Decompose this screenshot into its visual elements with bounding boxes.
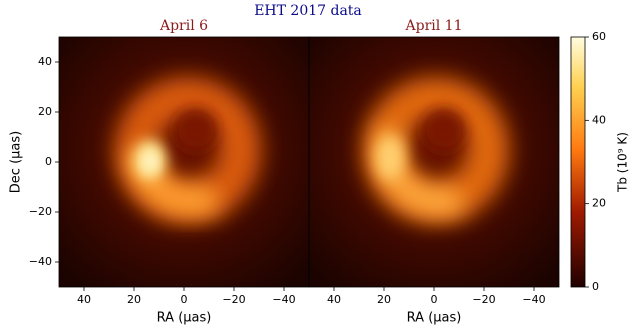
x-tick-label: −40 <box>272 293 295 306</box>
x-tick-label: −20 <box>472 293 495 306</box>
x-axis-label: RA (μas) <box>157 311 212 326</box>
colorbar-tick-label: 60 <box>592 30 606 43</box>
figure-title: EHT 2017 data <box>254 3 362 19</box>
colorbar <box>571 37 585 287</box>
figure: EHT 2017 data April 6 40 20 0 −20 −40 −40 −20 0 2… <box>0 0 632 333</box>
colorbar-tick-label: 40 <box>592 113 606 126</box>
x-tick-label: 40 <box>327 293 341 306</box>
y-tick-label: −20 <box>29 205 52 218</box>
image-left <box>59 37 309 287</box>
colorbar-tick-label: 0 <box>592 280 599 293</box>
panel-title: April 11 <box>405 18 463 34</box>
colorbar-label: Tb (10⁹ K) <box>616 132 630 193</box>
y-tick-label: 0 <box>45 155 52 168</box>
x-tick-label: −20 <box>222 293 245 306</box>
x-tick-label: 40 <box>77 293 91 306</box>
y-tick-label: 40 <box>38 55 52 68</box>
x-tick-label: 20 <box>127 293 141 306</box>
x-axis-label: RA (μas) <box>407 311 462 326</box>
y-axis-label: Dec (μas) <box>9 131 24 193</box>
x-tick-label: −40 <box>522 293 545 306</box>
y-tick-label: −40 <box>29 255 52 268</box>
x-tick-label: 0 <box>181 293 188 306</box>
x-tick-label: 0 <box>431 293 438 306</box>
colorbar-tick-label: 20 <box>592 197 606 210</box>
x-tick-label: 20 <box>377 293 391 306</box>
image-right <box>309 37 559 287</box>
y-tick-label: 20 <box>38 105 52 118</box>
panel-title: April 6 <box>159 18 208 34</box>
